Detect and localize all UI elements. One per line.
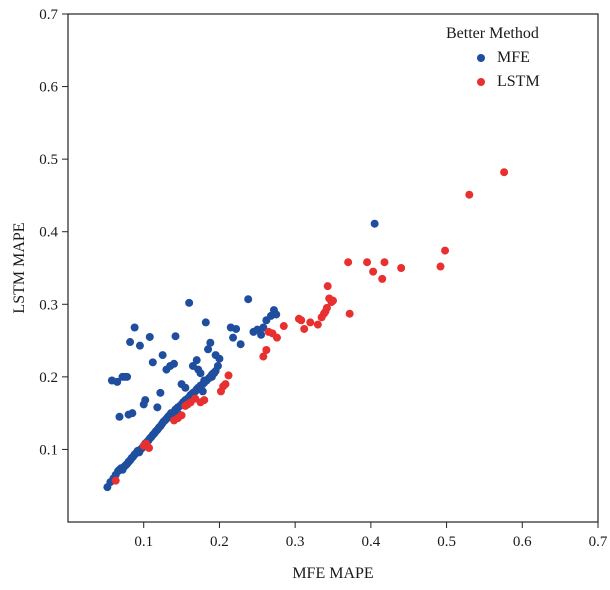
legend-marker-mfe bbox=[477, 54, 485, 62]
point-lstm bbox=[324, 282, 332, 290]
point-mfe bbox=[200, 376, 208, 384]
point-lstm bbox=[273, 334, 281, 342]
point-lstm bbox=[200, 396, 208, 404]
point-mfe bbox=[156, 389, 164, 397]
point-lstm bbox=[262, 346, 270, 354]
x-tick-label: 0.5 bbox=[437, 534, 456, 550]
point-mfe bbox=[202, 318, 210, 326]
point-mfe bbox=[206, 339, 214, 347]
point-mfe bbox=[197, 369, 205, 377]
point-lstm bbox=[306, 318, 314, 326]
point-mfe bbox=[146, 333, 154, 341]
point-lstm bbox=[344, 258, 352, 266]
point-lstm bbox=[178, 411, 186, 419]
point-mfe bbox=[159, 351, 167, 359]
point-mfe bbox=[237, 340, 245, 348]
point-lstm bbox=[465, 191, 473, 199]
point-mfe bbox=[128, 409, 136, 417]
y-tick-label: 0.5 bbox=[39, 152, 58, 168]
y-tick-label: 0.2 bbox=[39, 370, 58, 386]
point-lstm bbox=[297, 316, 305, 324]
point-lstm bbox=[437, 263, 445, 271]
point-mfe bbox=[131, 324, 139, 332]
point-mfe bbox=[257, 331, 265, 339]
point-lstm bbox=[378, 275, 386, 283]
point-mfe bbox=[141, 396, 149, 404]
legend-marker-lstm bbox=[477, 78, 485, 86]
point-lstm bbox=[397, 264, 405, 272]
point-lstm bbox=[145, 444, 153, 452]
x-tick-label: 0.3 bbox=[286, 534, 305, 550]
point-lstm bbox=[380, 258, 388, 266]
x-tick-label: 0.7 bbox=[589, 534, 608, 550]
point-mfe bbox=[193, 356, 201, 364]
point-lstm bbox=[314, 321, 322, 329]
legend-title: Better Method bbox=[446, 25, 539, 42]
data-points bbox=[103, 168, 508, 491]
point-mfe bbox=[371, 220, 379, 228]
y-tick-label: 0.1 bbox=[39, 442, 58, 458]
point-lstm bbox=[280, 322, 288, 330]
point-lstm bbox=[221, 380, 229, 388]
point-lstm bbox=[112, 477, 120, 485]
point-mfe bbox=[172, 332, 180, 340]
x-axis-ticks: 0.1 0.2 0.3 0.4 0.5 0.6 0.7 bbox=[134, 522, 608, 550]
point-mfe bbox=[126, 338, 134, 346]
legend-label-mfe: MFE bbox=[497, 49, 530, 66]
x-tick-label: 0.4 bbox=[361, 534, 380, 550]
point-mfe bbox=[115, 413, 123, 421]
point-lstm bbox=[300, 325, 308, 333]
point-mfe bbox=[136, 342, 144, 350]
point-mfe bbox=[215, 355, 223, 363]
y-axis-ticks: 0.1 0.2 0.3 0.4 0.5 0.6 0.7 bbox=[39, 7, 68, 458]
point-lstm bbox=[329, 297, 337, 305]
point-mfe bbox=[229, 334, 237, 342]
point-lstm bbox=[369, 268, 377, 276]
y-tick-label: 0.6 bbox=[39, 80, 58, 96]
point-mfe bbox=[214, 362, 222, 370]
point-lstm bbox=[346, 310, 354, 318]
x-tick-label: 0.1 bbox=[134, 534, 153, 550]
y-axis-title: LSTM MAPE bbox=[11, 222, 28, 313]
x-axis-title: MFE MAPE bbox=[292, 565, 373, 582]
point-lstm bbox=[225, 371, 233, 379]
y-tick-label: 0.7 bbox=[39, 7, 58, 23]
y-tick-label: 0.4 bbox=[39, 225, 58, 241]
point-mfe bbox=[123, 373, 131, 381]
point-mfe bbox=[181, 384, 189, 392]
x-tick-label: 0.6 bbox=[513, 534, 532, 550]
point-mfe bbox=[170, 360, 178, 368]
legend: Better Method MFE LSTM bbox=[446, 25, 540, 90]
y-tick-label: 0.3 bbox=[39, 297, 58, 313]
point-mfe bbox=[209, 369, 217, 377]
point-lstm bbox=[363, 258, 371, 266]
legend-label-lstm: LSTM bbox=[497, 73, 540, 90]
point-mfe bbox=[272, 310, 280, 318]
point-lstm bbox=[441, 247, 449, 255]
point-lstm bbox=[500, 168, 508, 176]
x-tick-label: 0.2 bbox=[210, 534, 229, 550]
point-mfe bbox=[232, 325, 240, 333]
point-mfe bbox=[149, 358, 157, 366]
point-mfe bbox=[153, 403, 161, 411]
point-mfe bbox=[244, 295, 252, 303]
point-mfe bbox=[199, 387, 207, 395]
point-mfe bbox=[185, 299, 193, 307]
